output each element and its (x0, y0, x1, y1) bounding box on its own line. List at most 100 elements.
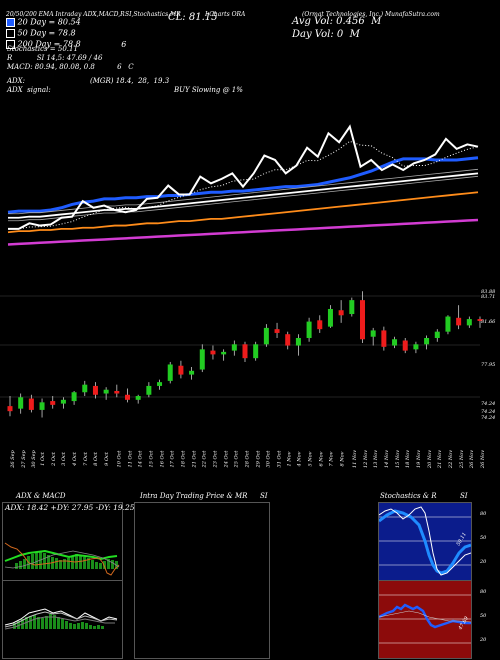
macd-hist-bar (85, 623, 88, 629)
stoch-panel: 50.11 (378, 502, 472, 581)
adx-panel-title: ADX & MACD (16, 492, 66, 500)
date-tick-label: 13 Nov (373, 449, 380, 469)
date-tick-label: 15 Nov (394, 449, 401, 469)
adx-hist-bar (35, 552, 38, 569)
candle-body (477, 319, 483, 321)
macd-hist-bar (93, 626, 96, 629)
adx-hist-bar (111, 560, 114, 569)
date-tick-label: 19 Nov (415, 449, 422, 469)
avg-vol-value: Avg Vol: 0.456 (292, 16, 365, 27)
date-tick-label: 20 Nov (426, 449, 433, 469)
intraday-panel (134, 502, 270, 659)
price-label-6: 74.24 (481, 409, 496, 415)
date-tick-label: 25 Oct (233, 450, 240, 468)
date-tick-label: 26 Nov (480, 449, 487, 469)
rsi-panel-plot (379, 594, 471, 644)
date-tick-label: 17 Oct (169, 450, 176, 468)
ema-50-text: 50 Day = 78.8 (17, 28, 76, 38)
macd-hist-bar (25, 617, 28, 629)
date-tick-label: 11 Oct (126, 450, 133, 468)
close-label: CL: 81.15 (168, 12, 218, 23)
date-tick-label: 2 Oct (50, 452, 57, 466)
candle-body (295, 337, 301, 346)
adx-hist-bar (83, 557, 86, 569)
date-tick-label: 24 Oct (223, 450, 230, 468)
header-mid: SI,Stochastics MR (125, 11, 181, 18)
candle-body (263, 327, 269, 345)
date-tick-label: 21 Nov (437, 449, 444, 469)
ema-legend-50: 50 Day = 78.8 (6, 29, 126, 38)
candle-body (39, 402, 45, 410)
macd-panel (2, 580, 123, 659)
candle-body (18, 397, 24, 409)
macd-hist-bar (81, 622, 84, 629)
date-tick-label: 6 Nov (318, 451, 325, 467)
candle-body (327, 308, 333, 327)
adx-hist-bar (99, 563, 102, 569)
date-tick-label: 25 Nov (458, 449, 465, 469)
macd-hist-bar (13, 623, 16, 629)
adx-hist-bar (79, 555, 82, 569)
ema-line-50-day (8, 172, 479, 219)
adx-hist-bar (23, 559, 26, 569)
header-left: 20/50/200 EMA Intraday ADX,MACD,R (6, 11, 125, 18)
macd-histogram (13, 614, 104, 629)
ema-200-text: 200 Day = 78.8 (17, 39, 81, 49)
ema-line-200-day (7, 191, 479, 234)
date-tick-label: 18 Oct (180, 450, 187, 468)
candle-body (274, 329, 280, 333)
date-tick-label: 8 Nov (339, 451, 346, 467)
candle-body (349, 300, 355, 315)
day-vol-label: Day Vol: 0 M (292, 29, 360, 40)
candle-body (242, 344, 248, 359)
ema-20-swatch (6, 18, 15, 27)
adx-panel: ADX: 18.42 +DY: 27.95 -DY: 19.25 (2, 502, 135, 581)
macd-hist-bar (69, 623, 72, 629)
macd-line-3 (4, 616, 115, 630)
candle-body (231, 344, 237, 351)
rsi-panel: 47.69 (378, 580, 472, 659)
candle-body (7, 406, 13, 412)
date-tick-label: 9 Oct (103, 452, 110, 466)
date-tick-label: 3 Oct (61, 452, 68, 466)
adx-hist-bar (55, 558, 58, 569)
candle-body (210, 350, 216, 355)
stoch-level-80-label: 80 (480, 511, 487, 517)
date-tick-label: 12 Nov (362, 449, 369, 469)
adx-buy-signal: BUY Slowing @ 1% (174, 86, 243, 94)
candle-body (125, 394, 130, 400)
stoch-d-line (379, 506, 471, 576)
date-tick-label: 15 Oct (148, 450, 155, 468)
macd-hist-bar (65, 621, 68, 629)
date-tick-label: 18 Nov (405, 449, 412, 469)
adx-hist-bar (67, 558, 70, 569)
date-tick-label: 30 Sep (31, 450, 38, 468)
price-label-4: 77.95 (481, 362, 496, 368)
price-close-line (8, 124, 479, 230)
candle-body (338, 310, 344, 316)
candle-body (381, 330, 387, 347)
ema-legend-200: 200 Day = 78.8 6 (6, 40, 126, 49)
rsi-line (379, 603, 471, 629)
stoch-panel-plot (379, 506, 471, 576)
date-tick-label: 30 Oct (265, 450, 272, 468)
ema-50-swatch (6, 29, 15, 38)
rsi-secondary-line (379, 610, 471, 623)
date-tick-label: 8 Oct (93, 452, 100, 466)
adx-label: ADX: (7, 77, 26, 85)
candle-body (135, 396, 141, 400)
date-tick-label: 29 Oct (255, 450, 262, 468)
candle-body (114, 390, 120, 394)
macd-hist-bar (89, 625, 92, 629)
rsi-reading: R SI 14,5: 47.69 / 46 (7, 54, 103, 62)
macd-hist-bar (97, 625, 100, 629)
adx-hist-bar (63, 559, 66, 569)
date-tick-label: 11 Nov (351, 449, 358, 469)
candle-body (146, 385, 152, 395)
candle-body (60, 399, 66, 404)
price-label-2: 83.71 (481, 294, 496, 300)
candle-body (466, 319, 472, 326)
adx-hist-bar (95, 562, 98, 569)
macd-hist-bar (53, 615, 56, 629)
date-tick-label: 1 Nov (286, 451, 293, 467)
